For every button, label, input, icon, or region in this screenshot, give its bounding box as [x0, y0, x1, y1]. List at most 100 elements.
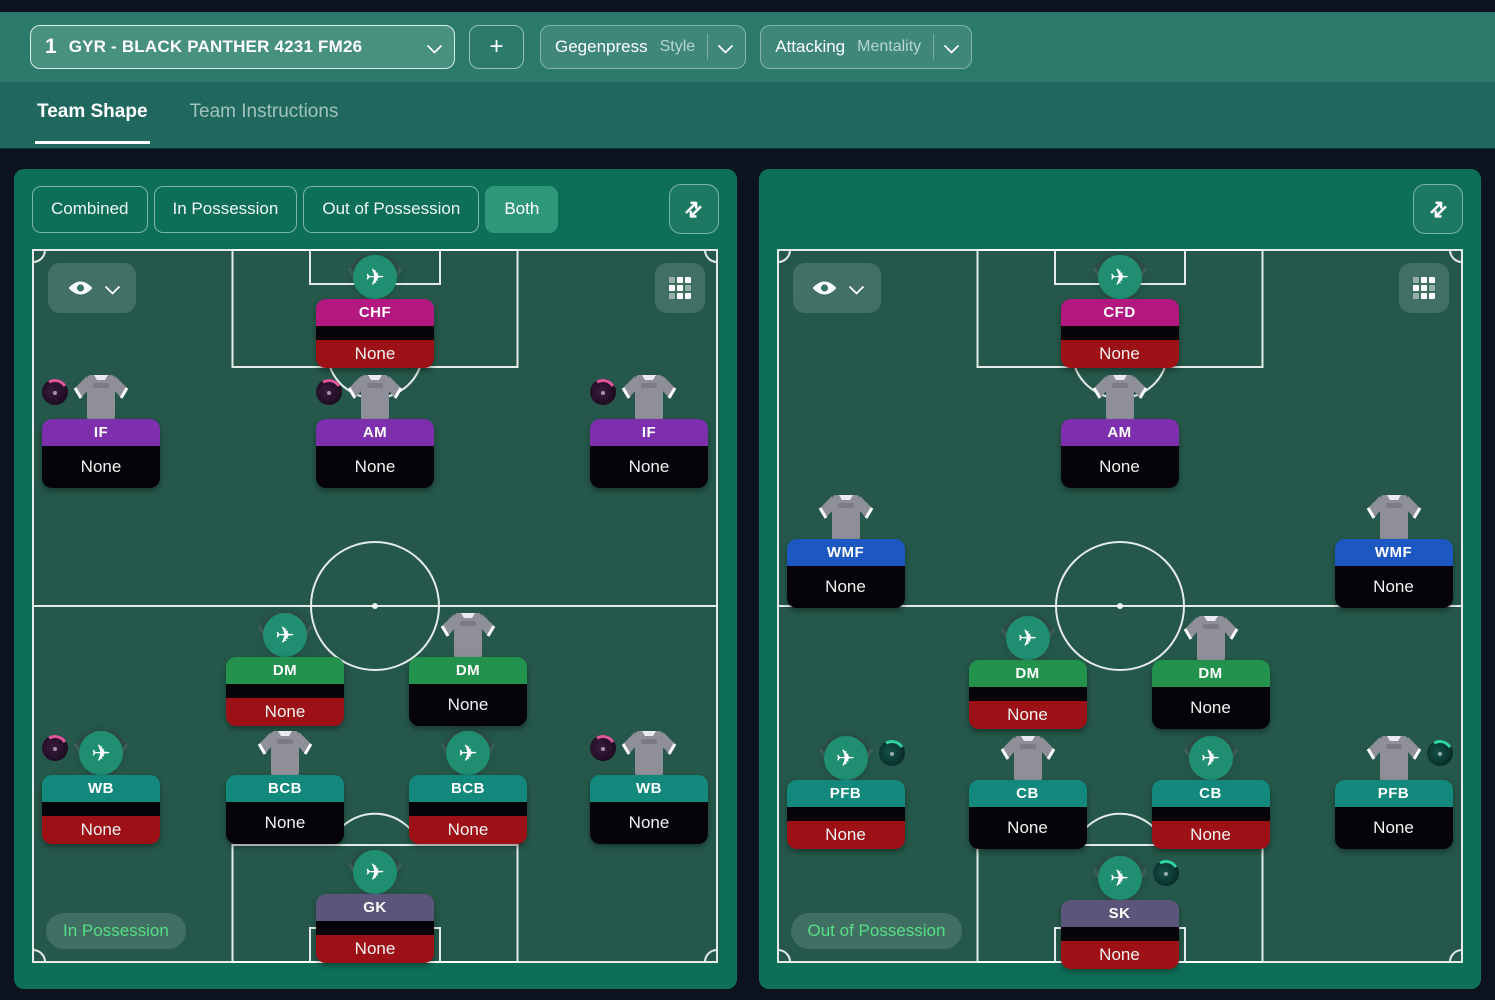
swap-view-button[interactable]: ⇄: [1413, 184, 1463, 234]
player-if[interactable]: IF None: [590, 373, 708, 488]
panel-toolbar: ⇄: [759, 169, 1482, 249]
player-dm[interactable]: ✈ DM None: [968, 614, 1087, 729]
player-dm[interactable]: DM None: [409, 611, 527, 726]
out-of-possession-panel: ⇄: [758, 169, 1482, 989]
divider: [933, 34, 935, 60]
swap-view-button[interactable]: ⇄: [668, 184, 719, 234]
player-pfb[interactable]: ✈ PFB None: [786, 734, 905, 849]
player-pfb[interactable]: PFB None: [1334, 734, 1453, 849]
chevron-down-icon: [943, 37, 960, 54]
tactic-select-dropdown[interactable]: 1 GYR - BLACK PANTHER 4231 FM26: [30, 25, 455, 69]
player-name: None: [1151, 807, 1270, 849]
ball-indicator-icon: [590, 735, 616, 761]
visibility-dropdown-button[interactable]: [48, 263, 136, 313]
player-wmf[interactable]: WMF None: [786, 493, 905, 608]
style-dropdown[interactable]: Gegenpress Style: [540, 25, 747, 69]
unavailable-plane-icon: ✈: [823, 736, 868, 780]
player-card: IF None: [42, 419, 160, 488]
unavailable-plane-icon: ✈: [1005, 616, 1050, 660]
grid-view-icon: [1413, 277, 1435, 299]
player-card: AM None: [1060, 419, 1179, 488]
player-name: None: [409, 802, 527, 844]
role-badge: GK: [316, 894, 434, 921]
visibility-dropdown-button[interactable]: [792, 263, 881, 313]
player-name: None: [1334, 807, 1453, 849]
player-marker: [1359, 493, 1429, 541]
unavailable-plane-icon: ✈: [1097, 856, 1142, 900]
role-badge: IF: [590, 419, 708, 446]
role-badge: BCB: [409, 775, 527, 802]
player-name: None: [1060, 927, 1179, 969]
kit-shirt-icon: [621, 731, 677, 777]
player-marker: [993, 734, 1063, 782]
player-marker: ✈: [1085, 854, 1155, 902]
kit-shirt-icon: [440, 613, 496, 659]
grid-view-button[interactable]: [654, 263, 705, 313]
add-tactic-button[interactable]: +: [469, 25, 524, 69]
role-badge: IF: [42, 419, 160, 446]
player-cb[interactable]: ✈ CB None: [1151, 734, 1270, 849]
pitch-panels-container: Combined In Possession Out of Possession Bo…: [0, 149, 1495, 989]
player-card: DM None: [226, 657, 344, 726]
grid-view-button[interactable]: [1399, 263, 1449, 313]
player-name: None: [968, 807, 1087, 849]
role-badge: PFB: [1334, 780, 1453, 807]
kit-shirt-icon: [347, 375, 403, 421]
player-marker: [614, 729, 684, 777]
tab-team-instructions[interactable]: Team Instructions: [189, 100, 339, 122]
style-value: Gegenpress: [555, 37, 648, 56]
player-bcb[interactable]: BCB None: [226, 729, 344, 844]
player-gk[interactable]: ✈ GK None: [316, 848, 434, 963]
filter-combined[interactable]: Combined: [32, 185, 148, 233]
player-am[interactable]: AM None: [1060, 373, 1179, 488]
ball-indicator-icon: [316, 379, 342, 405]
panel-toolbar: Combined In Possession Out of Possession Bo…: [14, 169, 737, 249]
swap-icon: ⇄: [1424, 195, 1453, 224]
role-badge: WB: [42, 775, 160, 802]
filter-in-possession[interactable]: In Possession: [153, 185, 298, 233]
player-sk[interactable]: ✈ SK None: [1060, 854, 1179, 969]
player-card: CB None: [968, 780, 1087, 849]
player-am[interactable]: AM None: [316, 373, 434, 488]
player-if[interactable]: IF None: [42, 373, 160, 488]
mentality-dropdown[interactable]: Attacking Mentality: [760, 25, 973, 69]
player-marker: [340, 373, 410, 421]
ball-indicator-icon: [1152, 860, 1179, 886]
phase-label: In Possession: [46, 913, 186, 949]
role-badge: AM: [316, 419, 434, 446]
swap-icon: ⇄: [680, 195, 708, 224]
tactic-number: 1: [45, 35, 57, 58]
chevron-down-icon: [104, 278, 120, 295]
player-marker: ✈: [340, 253, 410, 301]
filter-out-of-possession[interactable]: Out of Possession: [303, 185, 480, 233]
role-badge: CFD: [1060, 299, 1179, 326]
player-bcb[interactable]: ✈ BCB None: [409, 729, 527, 844]
eye-icon: [68, 281, 92, 295]
player-marker: [1176, 614, 1246, 662]
player-cfd[interactable]: ✈ CFD None: [1060, 253, 1179, 368]
eye-icon: [812, 281, 837, 295]
filter-both[interactable]: Both: [485, 185, 559, 233]
grid-view-icon: [668, 277, 691, 299]
player-card: GK None: [316, 894, 434, 963]
player-name: None: [1334, 566, 1453, 608]
tab-team-shape[interactable]: Team Shape: [35, 82, 150, 144]
unavailable-plane-icon: ✈: [79, 731, 123, 775]
tactic-name: GYR - BLACK PANTHER 4231 FM26: [68, 37, 363, 56]
role-badge: WMF: [1334, 539, 1453, 566]
player-name: None: [590, 802, 708, 844]
ball-indicator-icon: [42, 735, 68, 761]
player-name: None: [409, 684, 527, 726]
player-name: None: [786, 566, 905, 608]
player-wmf[interactable]: WMF None: [1334, 493, 1453, 608]
player-cb[interactable]: CB None: [968, 734, 1087, 849]
player-marker: ✈: [340, 848, 410, 896]
player-wb[interactable]: WB None: [590, 729, 708, 844]
player-dm[interactable]: ✈ DM None: [226, 611, 344, 726]
role-badge: DM: [1151, 660, 1270, 687]
player-dm[interactable]: DM None: [1151, 614, 1270, 729]
chevron-down-icon: [848, 278, 865, 295]
player-card: BCB None: [226, 775, 344, 844]
player-wb[interactable]: ✈ WB None: [42, 729, 160, 844]
player-chf[interactable]: ✈ CHF None: [316, 253, 434, 368]
